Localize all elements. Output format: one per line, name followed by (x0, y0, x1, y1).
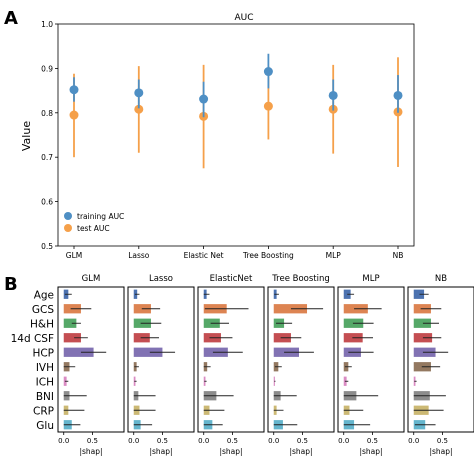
auc-point (263, 101, 273, 111)
auc-y-tick-label: 0.5 (41, 242, 53, 251)
shap-panel-title: MLP (362, 274, 379, 284)
shap-panel-frame (337, 286, 405, 433)
shap-bar (413, 318, 431, 328)
shap-panel-frame (127, 286, 195, 433)
shap-bar (63, 347, 94, 357)
shap-feature-label: Glu (36, 420, 54, 432)
shap-x-tick-label: 0.0 (408, 437, 419, 445)
shap-panel-title: GLM (82, 274, 101, 284)
shap-panel-frame (407, 286, 474, 433)
shap-bar (273, 304, 308, 314)
shap-x-tick-label: 0.5 (227, 437, 238, 445)
shap-x-tick-label: 0.5 (157, 437, 168, 445)
shap-feature-label: Age (34, 289, 54, 301)
auc-x-tick-label: Elastic Net (184, 251, 224, 260)
auc-x-tick-label: Tree Boosting (242, 251, 294, 260)
shap-x-axis-label: |shap| (149, 447, 172, 456)
shap-panel-title: NB (435, 274, 447, 284)
auc-y-tick-label: 1.0 (41, 20, 53, 29)
shap-feature-label: HCP (32, 347, 54, 359)
shap-x-tick-label: 0.5 (297, 437, 308, 445)
panel-a-letter: A (4, 8, 18, 29)
auc-y-tick-label: 0.8 (41, 109, 53, 118)
auc-point (393, 90, 403, 100)
shap-feature-label: IVH (36, 362, 54, 374)
shap-panel-frame (57, 286, 125, 433)
auc-x-tick-label: NB (393, 251, 404, 260)
shap-panel-frame (197, 286, 265, 433)
auc-y-axis-label: Value (20, 121, 33, 151)
shap-x-axis-label: |shap| (79, 447, 102, 456)
shap-panel-frame (267, 286, 335, 433)
shap-bar (413, 289, 425, 299)
auc-legend-label: test AUC (77, 224, 110, 233)
auc-legend-label: training AUC (77, 212, 124, 221)
panel-b-letter: B (4, 274, 18, 295)
auc-chart-title: AUC (234, 13, 253, 23)
shap-x-axis-label: |shap| (359, 447, 382, 456)
auc-point (199, 94, 209, 104)
auc-point (134, 104, 144, 114)
shap-feature-label: BNI (36, 391, 54, 403)
shap-x-tick-label: 0.0 (128, 437, 139, 445)
shap-feature-label: 14d CSF (11, 333, 54, 345)
shap-x-axis-label: |shap| (289, 447, 312, 456)
shap-x-tick-label: 0.0 (58, 437, 69, 445)
auc-x-tick-label: GLM (66, 251, 82, 260)
auc-legend-marker (64, 212, 72, 220)
shap-bar (133, 347, 163, 357)
shap-x-tick-label: 0.5 (87, 437, 98, 445)
auc-point (69, 110, 79, 120)
auc-y-tick-label: 0.9 (41, 64, 53, 73)
auc-point (328, 90, 338, 100)
auc-x-tick-label: MLP (326, 251, 342, 260)
auc-point (134, 88, 144, 98)
shap-feature-label: GCS (32, 304, 54, 316)
shap-feature-label: CRP (33, 405, 54, 417)
auc-x-tick-label: Lasso (128, 251, 150, 260)
shap-x-tick-label: 0.0 (198, 437, 209, 445)
auc-chart: AUC Value 0.5 0.6 0.7 0.8 0.9 1.0 GLM Lasso Elas… (20, 13, 415, 260)
auc-y-tick-label: 0.7 (41, 153, 53, 162)
shap-bar (63, 333, 81, 343)
shap-x-tick-label: 0.0 (338, 437, 349, 445)
shap-feature-label: ICH (36, 376, 54, 388)
shap-panel-title: Tree Boosting (271, 274, 330, 284)
shap-panel-title: Lasso (149, 274, 173, 284)
auc-plot-frame (57, 23, 415, 247)
shap-x-tick-label: 0.0 (268, 437, 279, 445)
auc-point (69, 85, 79, 95)
shap-chart: Age GCS H&H 14d CSF HCP IVH ICH BNI CRP Glu GLM 0.0… (11, 274, 474, 456)
shap-x-axis-label: |shap| (219, 447, 242, 456)
auc-point (263, 67, 273, 77)
shap-panel-title: ElasticNet (210, 274, 253, 284)
shap-x-axis-label: |shap| (429, 447, 452, 456)
shap-x-tick-label: 0.5 (437, 437, 448, 445)
shap-x-tick-label: 0.5 (367, 437, 378, 445)
shap-bar (63, 318, 77, 328)
auc-y-tick-label: 0.6 (41, 198, 53, 207)
shap-feature-label: H&H (30, 318, 54, 330)
auc-legend-marker (64, 224, 72, 232)
